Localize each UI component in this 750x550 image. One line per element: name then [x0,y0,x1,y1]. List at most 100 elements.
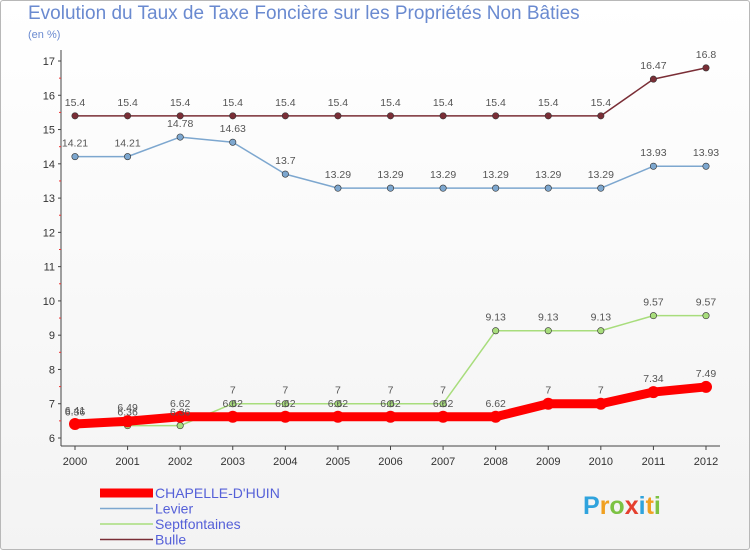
chart-axes: 6 7 8 9 10 11 12 13 14 15 16 17 2000 2001 2002 2003 2004… [43,50,720,468]
data-point-bulle [439,112,447,120]
data-point-levier [334,184,342,192]
data-point-levier [649,162,657,170]
data-label-septfontaines: 7 [282,385,288,397]
data-point-bulle [597,112,605,120]
data-point-septfontaines [229,400,237,408]
data-label-chapelle-d-huin: 6.62 [380,398,401,410]
data-point-levier [281,170,289,178]
data-point-bulle [544,112,552,120]
data-label-septfontaines: 7 [440,385,446,397]
y-tick-label: 10 [43,296,55,308]
data-label-bulle: 15.4 [380,97,401,109]
data-label-septfontaines: 6.36 [117,407,138,419]
y-tick-label: 12 [43,227,55,239]
data-label-levier: 14.78 [167,118,193,130]
data-point-chapelle-d-huin [647,386,660,399]
data-point-chapelle-d-huin [331,410,344,423]
data-label-chapelle-d-huin: 7.34 [643,373,664,385]
data-point-chapelle-d-huin [279,410,292,423]
data-point-levier [71,153,79,161]
x-tick-label: 2012 [694,456,718,468]
data-label-bulle: 16.8 [696,49,717,61]
data-point-levier [702,162,710,170]
data-point-bulle [281,112,289,120]
x-tick-label: 2005 [326,456,350,468]
data-point-septfontaines [492,327,500,335]
data-point-septfontaines [702,312,710,320]
x-tick-label: 2009 [536,456,560,468]
legend-label-chapelle-d-huin: CHAPELLE-D'HUIN [155,485,280,501]
y-tick-label: 15 [43,125,55,137]
data-point-septfontaines [386,400,394,408]
x-tick-label: 2006 [378,456,402,468]
x-tick-label: 2002 [168,456,192,468]
data-point-bulle [176,112,184,120]
data-label-levier: 13.29 [588,169,614,181]
data-label-chapelle-d-huin: 6.62 [170,398,191,410]
data-label-bulle: 15.4 [485,97,506,109]
data-point-septfontaines [544,327,552,335]
data-label-chapelle-d-huin: 6.62 [485,398,506,410]
data-point-bulle [492,112,500,120]
legend-label-bulle: Bulle [155,532,186,548]
data-point-levier [439,184,447,192]
data-point-chapelle-d-huin [384,410,397,423]
data-point-chapelle-d-huin [226,410,239,423]
data-label-chapelle-d-huin: 6.62 [433,398,454,410]
data-point-septfontaines [649,312,657,320]
x-tick-label: 2011 [642,456,666,468]
data-label-chapelle-d-huin: 6.49 [117,402,138,414]
data-label-bulle: 15.4 [170,97,191,109]
data-point-septfontaines [281,400,289,408]
x-tick-label: 2007 [431,456,455,468]
data-label-septfontaines: 6.36 [65,407,86,419]
data-point-levier [597,184,605,192]
y-tick-label: 11 [44,262,55,274]
data-point-septfontaines [439,400,447,408]
chart-title: Evolution du Taux de Taxe Foncière sur l… [28,3,580,24]
data-label-bulle: 15.4 [591,97,612,109]
data-point-bulle [124,112,132,120]
data-point-chapelle-d-huin [437,410,450,423]
data-point-levier [492,184,500,192]
y-tick-label: 16 [43,90,55,102]
data-label-bulle: 15.4 [433,97,454,109]
data-label-chapelle-d-huin: 6.62 [328,398,349,410]
data-label-bulle: 15.4 [65,97,86,109]
data-point-chapelle-d-huin [121,415,134,428]
proxiti-logo: Proxiti [583,492,661,520]
data-label-septfontaines: 9.13 [485,312,506,324]
data-label-bulle: 15.4 [275,97,296,109]
data-label-chapelle-d-huin: 7.49 [696,368,717,380]
data-label-levier: 13.29 [535,169,561,181]
x-tick-label: 2008 [483,456,507,468]
data-point-levier [386,184,394,192]
data-point-septfontaines [176,422,184,430]
data-label-septfontaines: 9.57 [643,297,664,309]
x-tick-label: 2010 [589,456,613,468]
data-label-septfontaines: 9.57 [696,297,717,309]
data-point-chapelle-d-huin [69,417,81,430]
y-tick-label: 8 [49,364,55,376]
data-label-levier: 13.29 [483,169,509,181]
data-label-levier: 14.21 [62,138,88,150]
data-point-bulle [702,64,710,72]
y-tick-label: 7 [49,399,55,411]
data-point-bulle [386,112,394,120]
data-label-chapelle-d-huin: 7 [598,385,604,397]
data-label-bulle: 15.4 [223,97,244,109]
data-label-levier: 14.21 [114,138,140,150]
data-label-chapelle-d-huin: 7 [545,385,551,397]
data-label-levier: 13.93 [640,147,666,159]
data-label-levier: 14.63 [220,123,246,135]
data-point-levier [544,184,552,192]
data-label-chapelle-d-huin: 6.62 [223,398,244,410]
data-label-levier: 13.29 [325,169,351,181]
x-tick-label: 2003 [221,456,245,468]
data-point-levier [176,133,184,141]
series-points [69,64,712,430]
svg-text:Proxiti: Proxiti [583,492,661,520]
